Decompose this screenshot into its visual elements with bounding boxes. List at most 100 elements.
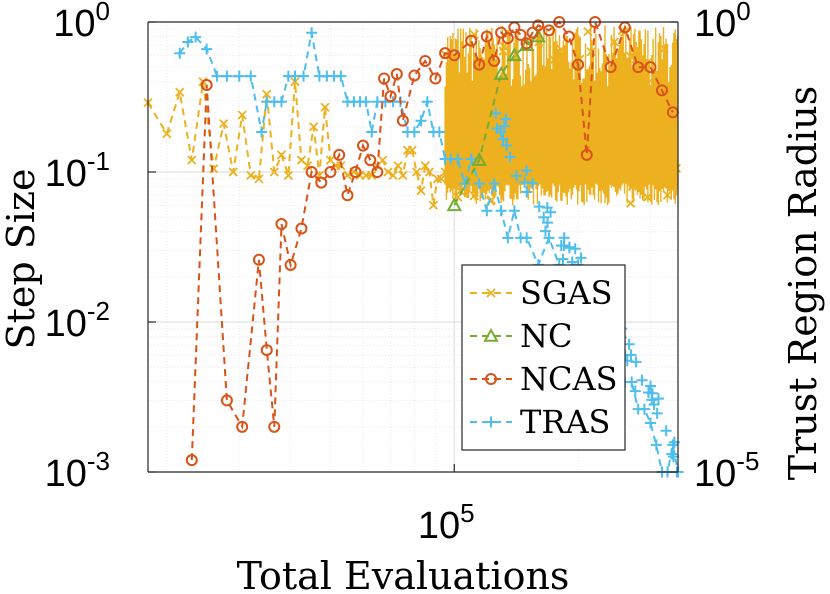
- left-tick-label: 10-1: [45, 146, 110, 195]
- sgas-marker: [398, 170, 408, 180]
- ncas-marker: [378, 72, 391, 85]
- sgas-marker: [383, 167, 393, 177]
- ncas-marker: [275, 218, 288, 231]
- sgas-marker: [320, 102, 330, 112]
- legend: SGAS NC NCAS TRAS: [461, 264, 626, 451]
- tras-marker: [558, 232, 570, 244]
- sgas-marker: [556, 44, 566, 54]
- sgas-marker: [262, 89, 272, 99]
- tras-marker: [646, 394, 658, 406]
- sgas-marker: [432, 174, 443, 184]
- tras-marker: [408, 126, 420, 138]
- tras-marker: [575, 252, 587, 264]
- tras-marker: [519, 176, 531, 188]
- sgas-marker: [610, 108, 620, 119]
- legend-item-tras: TRAS: [470, 403, 610, 441]
- ncas-marker: [408, 69, 421, 82]
- tras-marker: [233, 70, 245, 82]
- tras-marker: [543, 232, 555, 244]
- sgas-marker: [254, 174, 264, 184]
- right-tick-label: 10-5: [694, 446, 759, 495]
- sgas-marker: [659, 44, 669, 54]
- tras-marker: [651, 407, 663, 419]
- sgas-marker: [388, 170, 398, 180]
- left-tick-label-base: 10: [53, 3, 95, 45]
- legend-label-ncas: NCAS: [520, 360, 618, 398]
- sgas-marker: [632, 124, 642, 134]
- ncas-marker: [655, 84, 668, 97]
- x-tick-label: 105: [418, 498, 475, 547]
- legend-item-ncas: NCAS: [470, 360, 618, 398]
- sgas-marker: [629, 143, 640, 153]
- ncas-marker: [349, 166, 362, 178]
- ncas-marker: [333, 148, 346, 161]
- legend-item-sgas: SGAS: [470, 274, 613, 312]
- sgas-marker: [393, 161, 403, 171]
- tras-marker: [652, 393, 664, 405]
- sgas-marker: [608, 172, 618, 183]
- tras-marker: [650, 439, 662, 451]
- right-tick-label-base: 10: [694, 453, 736, 495]
- tras-marker: [366, 126, 378, 138]
- sgas-marker: [590, 123, 600, 133]
- tras-marker: [500, 113, 512, 125]
- ncas-marker: [305, 166, 318, 178]
- tras-marker: [569, 243, 581, 255]
- tras-marker: [557, 253, 569, 265]
- ncas-line: [190, 20, 674, 461]
- ncas-marker: [644, 61, 657, 74]
- ncas-marker: [632, 61, 645, 74]
- tras-marker: [421, 96, 433, 108]
- sgas-marker: [473, 142, 483, 152]
- tras-marker: [541, 217, 553, 229]
- sgas-marker: [290, 77, 300, 87]
- tras-marker: [666, 448, 678, 460]
- sgas-marker: [609, 37, 620, 47]
- sgas-marker: [671, 163, 682, 173]
- right-tick-label: 100: [694, 0, 751, 45]
- sgas-marker: [522, 138, 533, 148]
- sgas-marker: [627, 169, 637, 180]
- nc-marker: [446, 197, 462, 212]
- sgas-marker: [630, 116, 640, 126]
- sgas-marker: [187, 155, 197, 165]
- right-axis-label: Trust Region Radius: [781, 86, 825, 480]
- tras-marker: [335, 70, 347, 82]
- tras-marker: [626, 376, 638, 388]
- ncas-marker: [390, 68, 403, 81]
- sgas-marker: [549, 99, 560, 110]
- nc-marker: [518, 37, 535, 52]
- tras-marker: [495, 205, 507, 217]
- tras-marker: [298, 70, 310, 82]
- tras-marker: [488, 178, 500, 190]
- sgas-marker: [487, 85, 497, 95]
- tras-marker: [510, 170, 522, 182]
- tras-marker: [667, 451, 679, 463]
- tras-marker: [245, 70, 257, 82]
- tras-marker: [201, 43, 213, 55]
- ncas-marker: [532, 19, 545, 32]
- left-tick-label-base: 10: [45, 303, 87, 345]
- sgas-marker: [662, 190, 673, 200]
- sgas-marker: [552, 159, 562, 170]
- tras-marker: [660, 425, 672, 437]
- ncas-marker: [185, 454, 198, 467]
- sgas-marker: [378, 155, 388, 165]
- ncas-marker: [580, 148, 593, 161]
- sgas-marker: [308, 122, 319, 132]
- ncas-marker: [448, 49, 461, 62]
- sgas-marker: [276, 150, 287, 160]
- ncas-marker: [371, 166, 384, 178]
- ncas-marker: [236, 420, 249, 433]
- tras-marker: [521, 232, 533, 244]
- legend-item-nc: NC: [470, 317, 572, 355]
- ncas-marker: [480, 30, 493, 43]
- sgas-marker: [462, 87, 472, 97]
- tras-marker: [642, 387, 654, 399]
- ncas-marker: [429, 72, 442, 85]
- sgas-marker: [416, 186, 426, 196]
- tras-marker: [190, 31, 202, 43]
- tras-marker: [545, 206, 557, 218]
- tras-marker: [533, 201, 545, 213]
- tras-marker: [630, 356, 642, 368]
